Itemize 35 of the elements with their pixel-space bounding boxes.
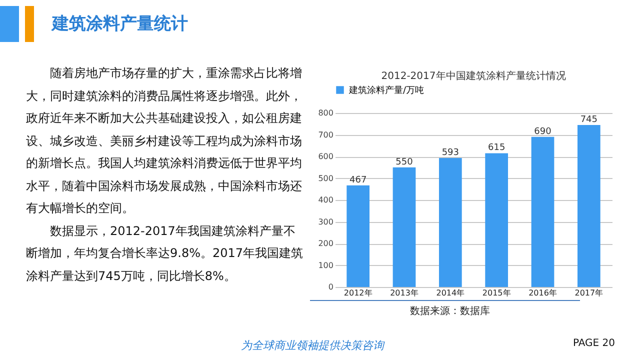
text: 建筑涂料产量统计 xyxy=(52,13,188,35)
x-tick-label: 2017年 xyxy=(574,288,604,298)
x-tick-label: 2015年 xyxy=(482,288,511,298)
bar xyxy=(392,167,416,287)
y-tick-label: 500 xyxy=(318,174,334,183)
legend-label: 建筑涂料产量/万吨 xyxy=(348,85,424,96)
bar xyxy=(531,136,554,287)
y-tick-label: 0 xyxy=(328,282,334,292)
y-tick-label: 100 xyxy=(318,260,334,270)
data-label: 593 xyxy=(442,148,460,158)
y-tick-label: 600 xyxy=(318,152,334,161)
text: 随着房地产市场存量的扩大，重涂需求占比将增大，同时建筑涂料的消费品属性将逐步增强。此外，政府近年来不断加大公共基础建设投入，如公租房建设、城乡改造、美丽乡村建设等工程均成为涂料市场的新增长点。我国人均建筑涂料消费远低于世界平均水平，随着中国涂料市场发展成熟，中国涂料市场还有大幅增长的空间。 xyxy=(26,65,303,217)
y-tick-label: 200 xyxy=(318,239,334,248)
data-label: 745 xyxy=(580,114,598,125)
data-label: 690 xyxy=(534,126,552,137)
y-tick-label: 400 xyxy=(318,196,334,204)
y-tick-label: 800 xyxy=(318,108,334,118)
bar xyxy=(346,185,370,287)
bar xyxy=(577,124,600,287)
bar xyxy=(485,153,508,287)
data-label: 615 xyxy=(488,143,506,154)
data-label: 550 xyxy=(396,157,414,168)
text: 为全球商业领袖提供决策咨询 xyxy=(241,339,384,352)
bar xyxy=(438,158,462,287)
x-tick-label: 2016年 xyxy=(528,288,557,298)
x-tick-label: 2014年 xyxy=(436,288,465,298)
data-label: 467 xyxy=(349,175,367,186)
y-tick-label: 700 xyxy=(318,130,334,140)
x-tick-label: 2012年 xyxy=(344,288,372,298)
y-tick-label: 300 xyxy=(318,217,334,226)
x-tick-label: 2013年 xyxy=(390,288,418,298)
text: PAGE 20 xyxy=(572,338,615,349)
text: 数据显示，2012-2017年我国建筑涂料产量不断增加，年均复合增长率达9.8%。2017年我国建筑涂料产量达到745万吨，同比增长8%。 xyxy=(26,222,304,284)
source-note: 数据来源：数据库 xyxy=(410,304,490,318)
chart-title: 2012-2017年中国建筑涂料产量统计情况 xyxy=(381,70,566,82)
